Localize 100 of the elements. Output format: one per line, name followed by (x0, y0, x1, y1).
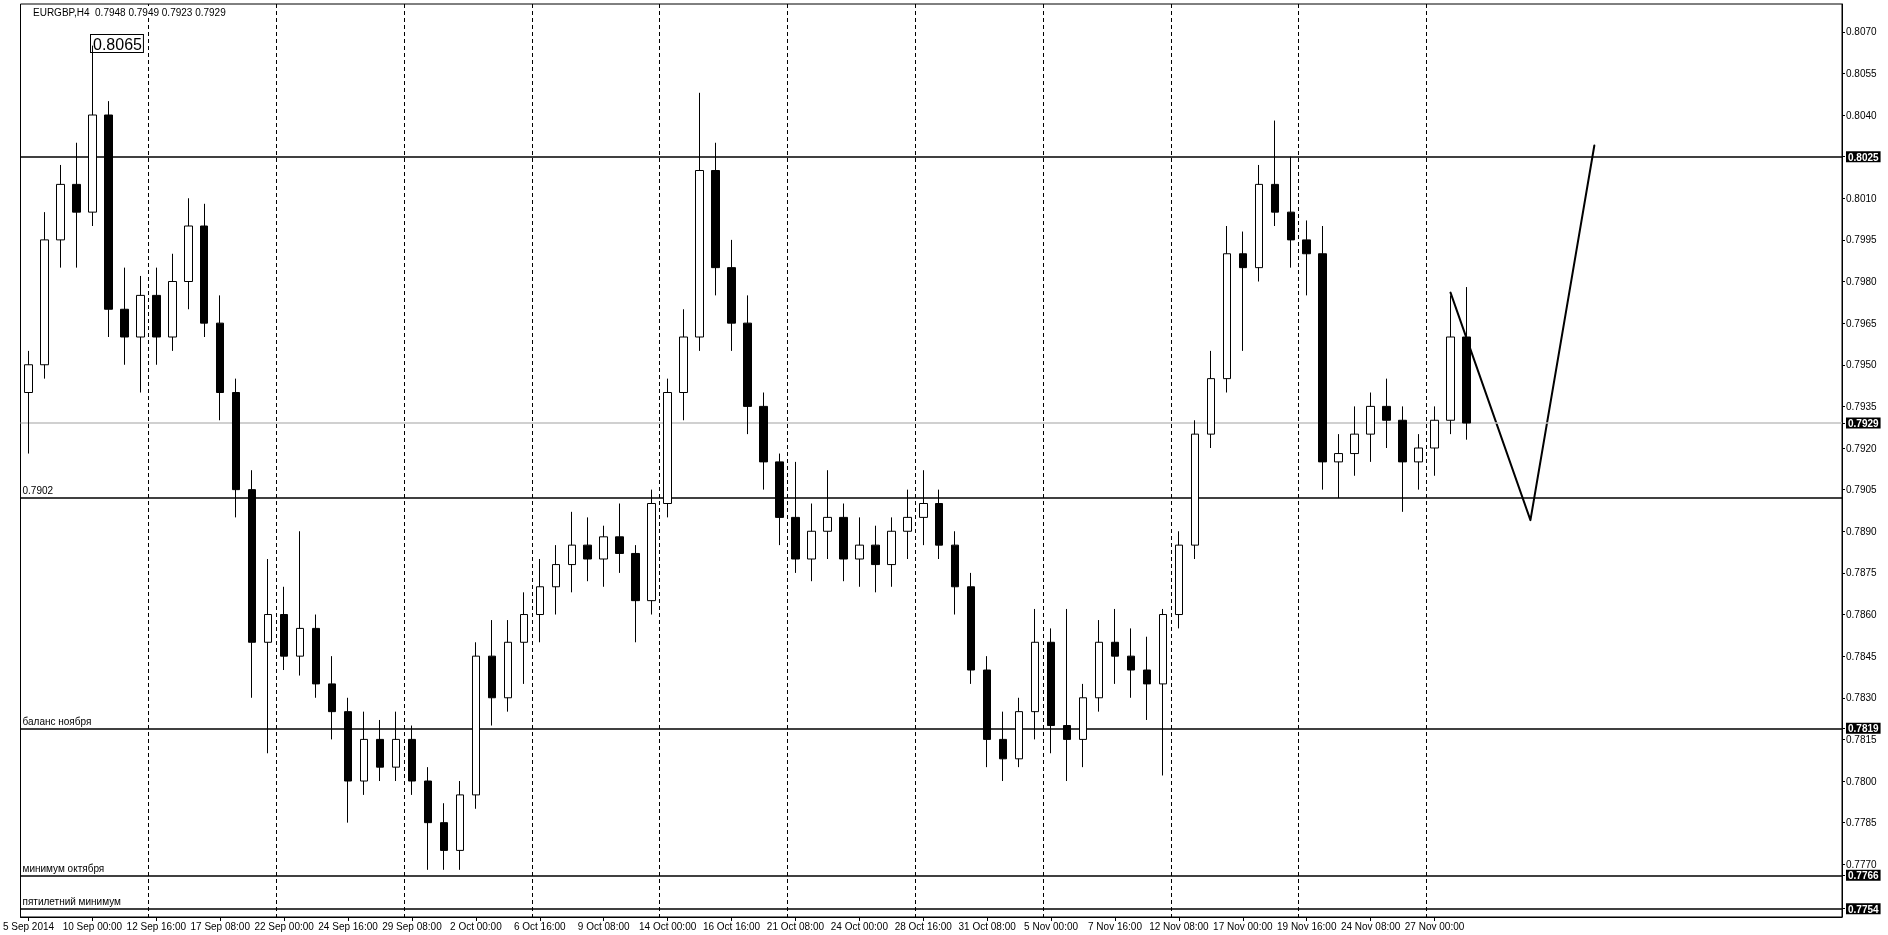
x-tick-label: 21 Oct 08:00 (766, 920, 825, 932)
x-tick-label: 22 Sep 00:00 (254, 920, 315, 932)
candlestick (1414, 433, 1423, 491)
x-tick-label: 17 Nov 00:00 (1213, 920, 1273, 932)
y-tick-label: 0.8040 (1846, 109, 1878, 121)
candlestick (1302, 219, 1311, 296)
candlestick (168, 253, 177, 352)
candlestick (1207, 350, 1215, 449)
chart-title: EURGBP,H4 0.7948 0.7949 0.7923 0.7929 (33, 6, 227, 18)
x-tick-label: 28 Oct 16:00 (894, 920, 953, 932)
candlestick (599, 525, 608, 588)
candlestick (1223, 225, 1231, 394)
x-tick-label: 14 Oct 00:00 (638, 920, 697, 932)
y-tick-label: 0.8025 (1848, 151, 1880, 163)
x-tick-label: 29 Sep 08:00 (382, 920, 443, 932)
x-tick-label: 9 Oct 08:00 (577, 920, 630, 932)
candlestick (727, 239, 736, 352)
candlestick (583, 516, 592, 582)
candlestick (504, 619, 512, 713)
candlestick (1318, 225, 1327, 491)
candlestick (200, 203, 208, 338)
candlestick (679, 308, 688, 421)
candlestick (951, 530, 959, 616)
y-tick-label: 0.8010 (1846, 192, 1878, 204)
candlestick (488, 619, 496, 727)
candlestick (871, 525, 880, 593)
candlestick (136, 275, 145, 394)
x-tick-label: 10 Sep 00:00 (62, 920, 123, 932)
candlestick (456, 780, 464, 871)
y-tick-label: 0.8070 (1846, 26, 1878, 38)
candlestick (152, 267, 161, 366)
y-tick-label: 0.7995 (1846, 234, 1878, 246)
y-tick-label: 0.7929 (1848, 418, 1880, 430)
y-tick-label: 0.7815 (1846, 733, 1878, 745)
candlestick (855, 516, 864, 588)
candlestick (216, 294, 224, 421)
y-tick-label: 0.7770 (1846, 858, 1878, 870)
y-tick-label: 0.7845 (1846, 650, 1878, 662)
x-tick-label: 12 Nov 08:00 (1149, 920, 1210, 932)
candlestick (120, 267, 129, 366)
y-tick-label: 0.7950 (1846, 359, 1878, 371)
x-tick-label: 19 Nov 16:00 (1276, 920, 1337, 932)
candlestick (1239, 231, 1247, 352)
candlestick (1095, 619, 1103, 713)
x-tick-label: 17 Sep 08:00 (190, 920, 251, 932)
y-tick-label: 0.7800 (1846, 775, 1878, 787)
x-tick-label: 5 Sep 2014 (2, 920, 55, 932)
candlestick (1143, 636, 1151, 721)
candlestick (743, 294, 752, 435)
candlestick (440, 802, 448, 871)
y-tick-label: 0.7965 (1846, 317, 1878, 329)
y-tick-label: 0.7905 (1846, 484, 1878, 496)
x-tick-label: 12 Sep 16:00 (126, 920, 187, 932)
x-tick-label: 24 Sep 16:00 (318, 920, 379, 932)
y-tick-label: 0.7766 (1848, 870, 1880, 882)
candlestick (536, 558, 544, 643)
candlestick (1255, 164, 1263, 283)
candlestick (1111, 608, 1119, 685)
candlestick (296, 530, 304, 677)
x-tick-label: 5 Nov 00:00 (1024, 920, 1079, 932)
candlestick (568, 511, 576, 593)
candlestick (520, 591, 528, 685)
candlestick (424, 766, 432, 871)
x-tick-label: 31 Oct 08:00 (958, 920, 1017, 932)
candlestick (967, 572, 975, 685)
y-tick-label: 0.7875 (1846, 567, 1878, 579)
candlestick (1430, 405, 1439, 477)
candlestick (1350, 405, 1359, 477)
y-tick-label: 0.7890 (1846, 525, 1878, 537)
candlestick (184, 197, 193, 310)
y-tick-label: 0.7819 (1848, 723, 1880, 735)
y-tick-label: 0.7980 (1846, 276, 1878, 288)
x-tick-label: 24 Nov 08:00 (1340, 920, 1401, 932)
candlestick (759, 392, 768, 491)
ref-line-label: 0.7902 (22, 485, 54, 497)
x-tick-label: 27 Nov 00:00 (1404, 920, 1465, 932)
candlestick (312, 614, 320, 699)
y-tick-label: 0.7830 (1846, 692, 1878, 704)
candlestick (807, 503, 816, 582)
x-tick-label: 6 Oct 16:00 (513, 920, 567, 932)
y-tick-label: 0.7935 (1846, 400, 1878, 412)
x-tick-label: 16 Oct 16:00 (702, 920, 761, 932)
candlestick (40, 211, 49, 380)
x-tick-label: 2 Oct 00:00 (450, 920, 503, 932)
candlestick (1462, 286, 1471, 441)
ref-line-label: баланс ноября (22, 715, 92, 727)
x-tick-label: 24 Oct 00:00 (830, 920, 889, 932)
candlestick (24, 350, 33, 455)
y-tick-label: 0.8055 (1846, 67, 1878, 79)
y-tick-label: 0.7860 (1846, 609, 1878, 621)
annotation: 0.8065 (93, 35, 143, 53)
candlestick (552, 544, 560, 616)
candlestick (631, 544, 640, 643)
ref-line-label: минимум октября (22, 862, 105, 874)
candlestick (1127, 627, 1135, 699)
candlestick (1366, 392, 1375, 463)
candlestick (1382, 378, 1391, 449)
y-tick-label: 0.7754 (1848, 903, 1880, 915)
candlestick (280, 586, 288, 671)
x-tick-label: 7 Nov 16:00 (1088, 920, 1143, 932)
